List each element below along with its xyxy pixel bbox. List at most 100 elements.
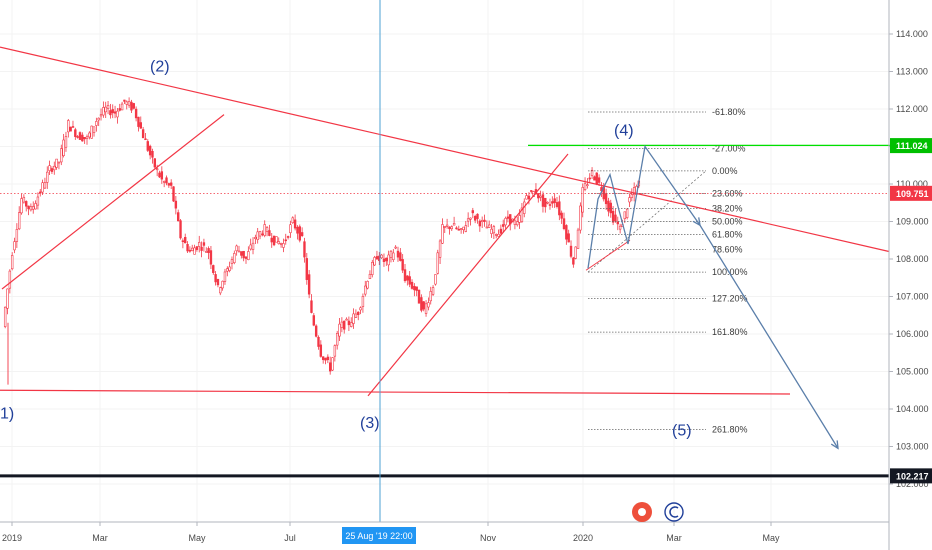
candle-body	[97, 117, 100, 121]
price-tick-label: 108.000	[896, 254, 929, 264]
candle-body	[78, 132, 82, 140]
fib-level-label: 161.80%	[712, 327, 748, 337]
candle-body	[90, 125, 93, 139]
candle-body	[226, 268, 229, 272]
candle-body	[581, 187, 584, 213]
candle-body	[85, 136, 89, 139]
candle-body	[184, 237, 187, 244]
candle-body	[548, 204, 552, 206]
candle-body	[455, 227, 458, 230]
crosshair-time-label: 25 Aug '19 22:00	[345, 531, 412, 541]
candle-body	[480, 220, 484, 223]
fib-level-label: 78.60%	[712, 245, 743, 255]
candle-body	[520, 207, 524, 222]
candle-body	[466, 218, 470, 222]
candle-body	[590, 169, 594, 176]
candle-body	[420, 297, 423, 311]
candle-body	[263, 224, 266, 236]
wave-4-base-line	[585, 239, 631, 271]
candle-body	[371, 262, 374, 275]
descending-trend-line	[0, 46, 890, 253]
candle-body	[604, 193, 608, 205]
candle-body	[375, 256, 379, 260]
candle-body	[286, 236, 290, 238]
candle-body	[483, 219, 486, 222]
price-tick-label: 110.000	[896, 179, 928, 189]
candle-body	[504, 217, 507, 226]
price-axis[interactable]: 114.000113.000112.000111.000110.000109.0…	[888, 0, 929, 550]
price-tick-label: 114.000	[896, 29, 928, 39]
candle-body	[116, 110, 119, 118]
candle-body	[305, 258, 309, 280]
candle-body	[607, 200, 610, 212]
candle-body	[46, 171, 49, 183]
candle-body	[104, 106, 107, 113]
candle-body	[436, 252, 439, 274]
candle-body	[148, 145, 152, 156]
candle-body	[191, 247, 194, 251]
candle-body	[385, 257, 388, 262]
price-tag-label: 109.751	[896, 189, 929, 199]
candle-body	[102, 107, 105, 116]
candle-body	[83, 137, 86, 140]
candle-body	[317, 336, 320, 347]
candle-body	[41, 182, 44, 193]
price-tick-label: 107.000	[896, 292, 929, 302]
candle-body	[525, 195, 528, 200]
candle-body	[10, 255, 14, 270]
candle-body	[415, 286, 418, 291]
candle-body	[113, 111, 117, 114]
candle-body	[303, 241, 306, 258]
time-tick-label: 2019	[2, 533, 22, 543]
candle-body	[71, 126, 75, 128]
candle-body	[195, 246, 199, 250]
candle-body	[118, 108, 121, 111]
candle-body	[628, 197, 631, 203]
support-line	[0, 389, 791, 395]
time-tick-label: May	[762, 533, 780, 543]
candle-body	[518, 215, 521, 223]
fib-level-label: 38.20%	[712, 203, 743, 213]
candle-body	[618, 225, 622, 230]
candle-body	[417, 289, 421, 304]
candle-body	[300, 232, 304, 237]
trend-lines	[0, 0, 932, 522]
candle-body	[158, 172, 161, 178]
candle-body	[13, 241, 16, 251]
candle-body	[506, 216, 510, 219]
price-tick-label: 112.000	[896, 104, 928, 114]
elliott-wave-projection	[587, 144, 839, 449]
candle-body	[106, 105, 110, 109]
candle-body	[347, 320, 351, 326]
candle-body	[609, 202, 612, 214]
candle-body	[209, 250, 213, 265]
projection-arrowhead-wave-a	[692, 217, 701, 227]
candle-body	[459, 228, 463, 230]
candle-body	[289, 224, 292, 234]
candle-body	[427, 302, 430, 308]
candle-body	[326, 356, 330, 361]
candle-body	[567, 233, 570, 243]
candle-body	[34, 203, 37, 210]
candle-body	[572, 257, 575, 265]
candle-body	[176, 212, 180, 222]
candle-body	[137, 116, 140, 127]
price-tick-label: 105.000	[896, 367, 929, 377]
candle-body	[233, 253, 236, 263]
candle-body	[134, 108, 138, 119]
candle-body	[165, 177, 168, 184]
candle-body	[448, 226, 451, 230]
candle-body	[593, 176, 596, 181]
time-tick-label: Mar	[666, 533, 682, 543]
candle-body	[207, 248, 210, 254]
candle-body	[298, 226, 301, 241]
candle-body	[562, 218, 566, 229]
candle-body	[32, 206, 35, 210]
candle-body	[457, 228, 460, 231]
candle-body	[396, 250, 400, 258]
fib-level-label: 0.00%	[712, 166, 738, 176]
candle-body	[127, 101, 131, 106]
candle-body	[335, 333, 339, 346]
time-axis[interactable]: 2019 Mar May Jul Nov 2020 Mar May 25 Aug '19 22:…	[0, 521, 889, 544]
